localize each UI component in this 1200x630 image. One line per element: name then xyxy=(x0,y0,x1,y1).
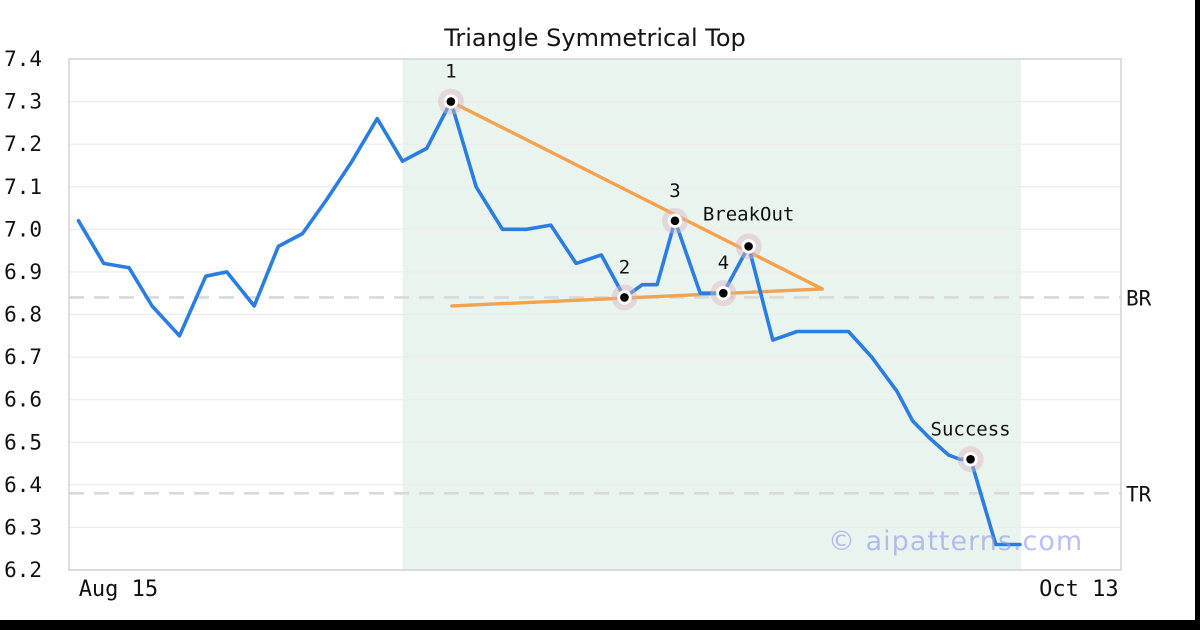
y-tick-label: 7.2 xyxy=(4,132,42,156)
marker-dot xyxy=(446,97,456,106)
marker-dot xyxy=(744,242,753,251)
marker-dot xyxy=(966,454,975,464)
price-line xyxy=(76,99,1022,547)
right-border-bar xyxy=(1195,0,1200,630)
y-tick-label: 6.3 xyxy=(4,515,42,539)
y-tick-label: 7.0 xyxy=(4,217,42,241)
x-tick-label: Oct 13 xyxy=(1039,577,1118,602)
marker-label-success: Success xyxy=(931,418,1011,440)
watermark: © aipatterns.com xyxy=(828,526,1084,557)
chart-title: Triangle Symmetrical Top xyxy=(444,24,746,52)
y-tick-label: 7.1 xyxy=(4,175,42,199)
marker-dot xyxy=(719,288,728,298)
y-tick-label: 6.6 xyxy=(4,388,42,412)
marker-label-2: 2 xyxy=(619,256,630,278)
level-label-tr: TR xyxy=(1126,482,1152,506)
marker-dot xyxy=(670,216,680,226)
level-label-br: BR xyxy=(1126,286,1152,310)
y-tick-label: 6.8 xyxy=(4,303,42,327)
y-tick-label: 6.9 xyxy=(4,260,42,284)
marker-label-3: 3 xyxy=(669,180,680,202)
x-tick-label: Aug 15 xyxy=(79,577,158,602)
y-tick-label: 6.2 xyxy=(4,558,42,582)
y-tick-label: 7.3 xyxy=(4,90,42,114)
upper-converging-line xyxy=(449,99,824,291)
marker-dot xyxy=(620,293,629,302)
marker-label-breakout: BreakOut xyxy=(703,203,795,225)
marker-label-4: 4 xyxy=(718,252,729,274)
y-tick-label: 6.5 xyxy=(4,430,42,454)
y-tick-label: 6.4 xyxy=(4,473,42,497)
plot-border xyxy=(68,58,1122,571)
y-tick-label: 7.4 xyxy=(4,47,42,71)
bottom-border-bar xyxy=(0,620,1200,630)
marker-label-1: 1 xyxy=(445,61,456,83)
y-tick-label: 6.7 xyxy=(4,345,42,369)
